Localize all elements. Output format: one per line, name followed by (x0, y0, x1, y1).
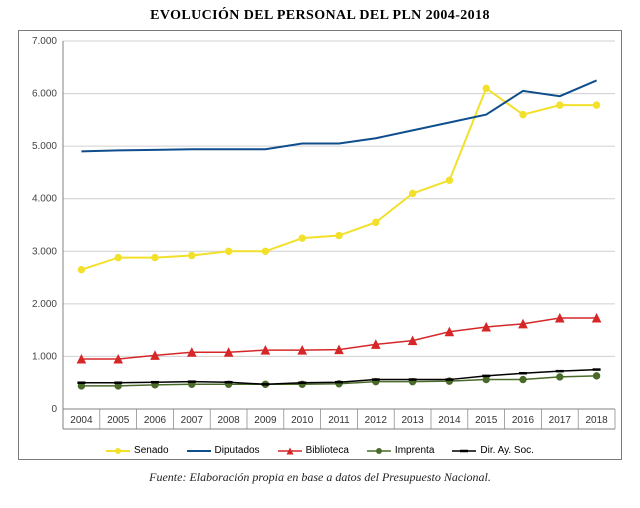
legend-item: Diputados (187, 445, 260, 456)
svg-text:1.000: 1.000 (32, 351, 57, 362)
chart-title: EVOLUCIÓN DEL PERSONAL DEL PLN 2004-2018 (18, 8, 622, 24)
legend-item: Dir. Ay. Soc. (452, 445, 534, 456)
legend-item: Biblioteca (278, 445, 349, 456)
svg-text:2004: 2004 (70, 415, 93, 426)
svg-text:2.000: 2.000 (32, 299, 57, 310)
svg-text:2006: 2006 (144, 415, 167, 426)
legend-label: Imprenta (395, 445, 434, 456)
svg-text:2016: 2016 (512, 415, 535, 426)
svg-text:2013: 2013 (401, 415, 424, 426)
svg-text:0: 0 (51, 404, 57, 415)
series-biblioteca (77, 314, 600, 363)
series-imprenta (78, 373, 600, 389)
svg-text:4.000: 4.000 (32, 194, 57, 205)
chart-container: 0 1.000 2.000 3.000 4.000 5.000 6.000 7.000 2004… (18, 30, 622, 460)
svg-text:2005: 2005 (107, 415, 130, 426)
svg-text:2011: 2011 (328, 415, 350, 426)
page: EVOLUCIÓN DEL PERSONAL DEL PLN 2004-2018… (0, 0, 640, 508)
svg-text:2007: 2007 (181, 415, 204, 426)
legend-item: Senado (106, 445, 168, 456)
svg-text:6.000: 6.000 (32, 89, 57, 100)
series-diputados (81, 80, 596, 151)
legend-label: Biblioteca (306, 445, 349, 456)
svg-text:2012: 2012 (365, 415, 388, 426)
svg-text:2015: 2015 (475, 415, 498, 426)
svg-text:2009: 2009 (254, 415, 277, 426)
svg-text:5.000: 5.000 (32, 141, 57, 152)
svg-text:2008: 2008 (217, 415, 240, 426)
chart-caption: Fuente: Elaboración propia en base a dat… (18, 470, 622, 485)
chart-legend: Senado Diputados Biblioteca Imprenta Dir. Ay… (19, 445, 621, 456)
series-senado (78, 85, 600, 273)
svg-text:2017: 2017 (549, 415, 572, 426)
legend-label: Diputados (215, 445, 260, 456)
svg-text:2010: 2010 (291, 415, 314, 426)
svg-text:3.000: 3.000 (32, 246, 57, 257)
svg-text:2014: 2014 (438, 415, 461, 426)
svg-text:7.000: 7.000 (32, 36, 57, 47)
chart-svg: 0 1.000 2.000 3.000 4.000 5.000 6.000 7.000 2004… (19, 31, 621, 459)
legend-item: Imprenta (367, 445, 434, 456)
svg-text:2018: 2018 (585, 415, 608, 426)
legend-label: Senado (134, 445, 168, 456)
legend-label: Dir. Ay. Soc. (480, 445, 534, 456)
